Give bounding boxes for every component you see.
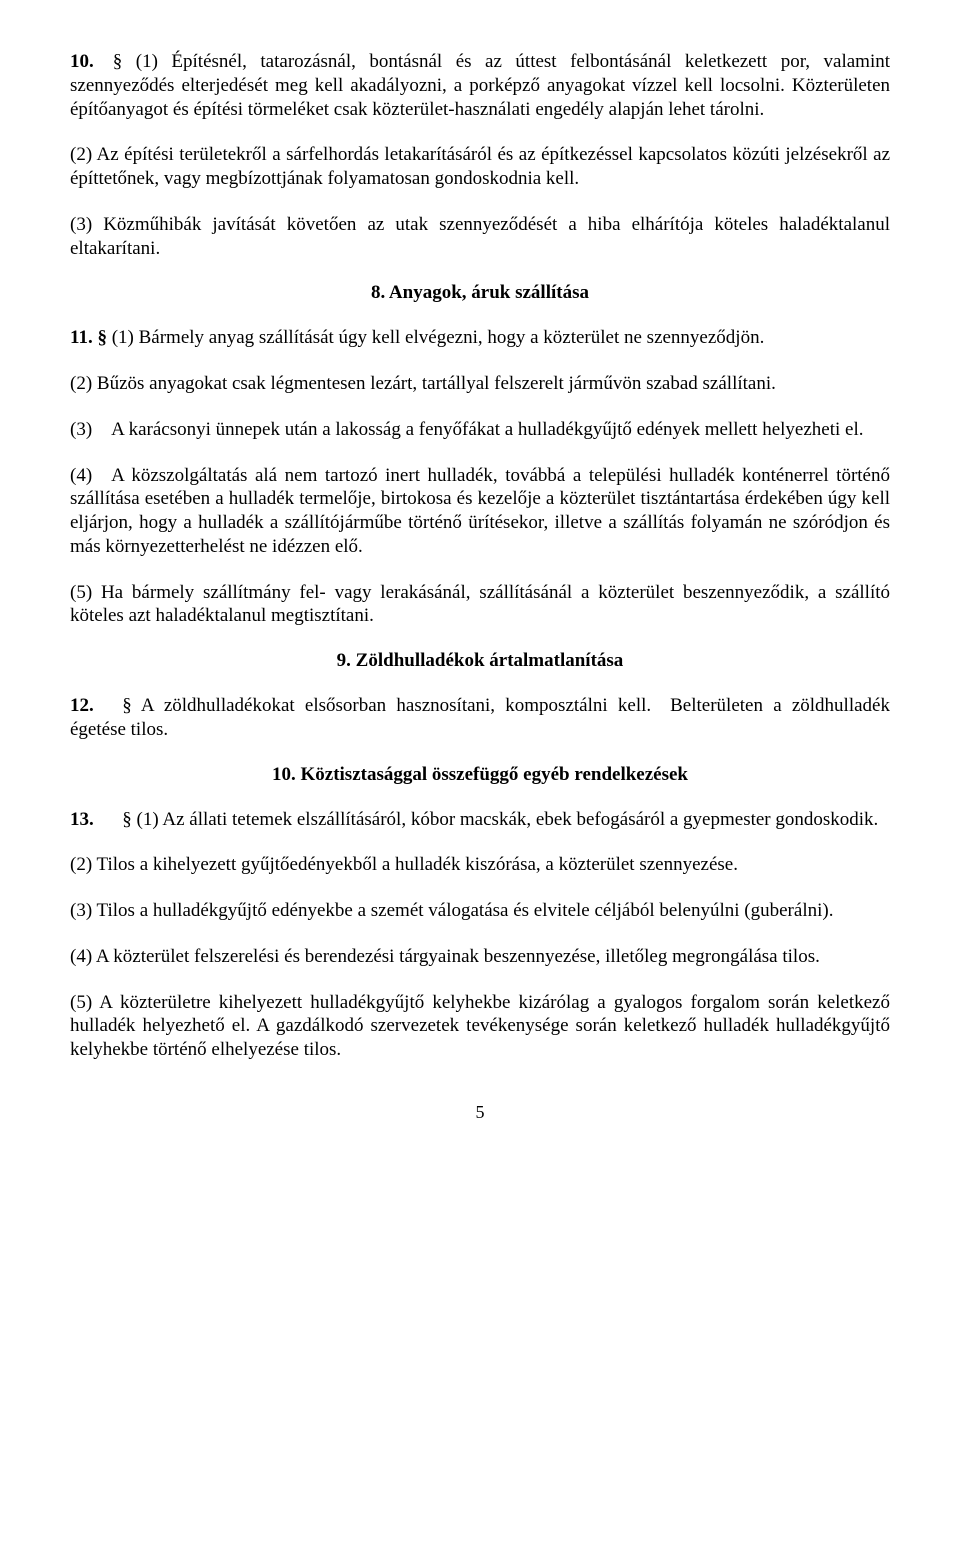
section-number-11: 11. §	[70, 327, 107, 348]
paragraph-10-1-text: § (1) Építésnél, tatarozásnál, bontásnál…	[70, 51, 890, 120]
paragraph-13-2: (2) Tilos a kihelyezett gyűjtőedényekből…	[70, 853, 890, 877]
heading-9: 9. Zöldhulladékok ártalmatlanítása	[70, 650, 890, 672]
paragraph-11-5: (5) Ha bármely szállítmány fel- vagy ler…	[70, 581, 890, 629]
heading-10: 10. Köztisztasággal összefüggő egyéb ren…	[70, 764, 890, 786]
paragraph-11-2: (2) Bűzös anyagokat csak légmentesen lez…	[70, 372, 890, 396]
paragraph-11-1-text: (1) Bármely anyag szállítását úgy kell e…	[107, 327, 764, 348]
paragraph-11-1: 11. § (1) Bármely anyag szállítását úgy …	[70, 326, 890, 350]
paragraph-13-1: 13. § (1) Az állati tetemek elszállításá…	[70, 808, 890, 832]
section-number-10: 10.	[70, 51, 94, 72]
paragraph-13-4: (4) A közterület felszerelési és berende…	[70, 945, 890, 969]
paragraph-11-4: (4) A közszolgáltatás alá nem tartozó in…	[70, 464, 890, 559]
paragraph-12: 12. § A zöldhulladékokat elsősorban hasz…	[70, 694, 890, 742]
paragraph-13-5: (5) A közterületre kihelyezett hulladékg…	[70, 991, 890, 1062]
paragraph-13-3: (3) Tilos a hulladékgyűjtő edényekbe a s…	[70, 899, 890, 923]
paragraph-10-1: 10. § (1) Építésnél, tatarozásnál, bontá…	[70, 50, 890, 121]
heading-8: 8. Anyagok, áruk szállítása	[70, 282, 890, 304]
paragraph-10-3: (3) Közműhibák javítását követően az uta…	[70, 213, 890, 261]
page-number: 5	[70, 1102, 890, 1123]
section-number-13: 13.	[70, 809, 94, 830]
document-page: 10. § (1) Építésnél, tatarozásnál, bontá…	[0, 0, 960, 1163]
paragraph-10-2: (2) Az építési területekről a sárfelhord…	[70, 143, 890, 191]
paragraph-11-3: (3) A karácsonyi ünnepek után a lakosság…	[70, 418, 890, 442]
paragraph-13-1-text: § (1) Az állati tetemek elszállításáról,…	[94, 809, 879, 830]
section-number-12: 12.	[70, 695, 94, 716]
paragraph-12-text: § A zöldhulladékokat elsősorban hasznosí…	[70, 695, 890, 740]
